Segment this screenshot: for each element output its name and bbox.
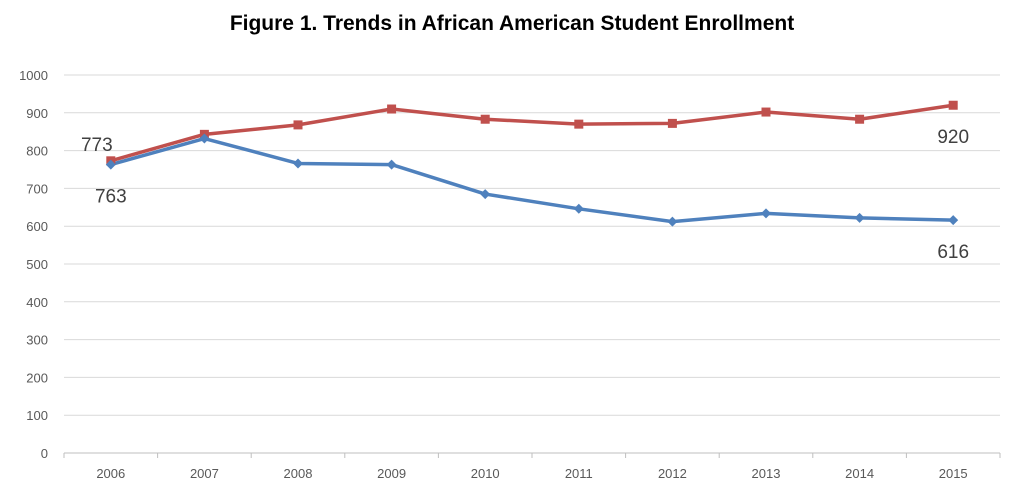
data-point bbox=[667, 118, 677, 128]
y-tick-label: 600 bbox=[26, 219, 48, 234]
data-point bbox=[948, 215, 959, 226]
data-point bbox=[199, 133, 210, 144]
y-tick-label: 0 bbox=[41, 446, 48, 461]
data-point bbox=[293, 120, 303, 130]
data-point bbox=[480, 189, 491, 200]
x-tick-label: 2007 bbox=[190, 466, 219, 481]
data-labels: 773 920 763 616 bbox=[81, 127, 969, 263]
x-tick-label: 2013 bbox=[752, 466, 781, 481]
y-tick-label: 100 bbox=[26, 408, 48, 423]
y-tick-label: 500 bbox=[26, 257, 48, 272]
chart-title: Figure 1. Trends in African American Stu… bbox=[229, 12, 795, 35]
data-point bbox=[573, 203, 584, 214]
data-point bbox=[387, 104, 397, 114]
data-point bbox=[574, 119, 584, 129]
data-point bbox=[948, 100, 958, 110]
data-point bbox=[480, 114, 490, 124]
x-tick-label: 2015 bbox=[939, 466, 968, 481]
y-tick-label: 1000 bbox=[19, 68, 48, 83]
y-tick-label: 300 bbox=[26, 333, 48, 348]
data-point bbox=[854, 212, 865, 223]
data-point bbox=[761, 208, 771, 219]
x-tick-label: 2008 bbox=[284, 466, 313, 481]
y-axis: 0 100 200 300 400 500 600 700 800 900 1000 bbox=[19, 68, 48, 461]
y-tick-label: 700 bbox=[26, 181, 48, 196]
data-point bbox=[855, 114, 865, 124]
y-tick-label: 800 bbox=[26, 144, 48, 159]
gridlines bbox=[64, 74, 1000, 416]
x-tick-labels: 2006 2007 2008 2009 2010 2011 2012 2013 2014 2015 bbox=[96, 466, 967, 481]
y-tick-label: 400 bbox=[26, 295, 48, 310]
data-point bbox=[105, 159, 116, 170]
x-tick-label: 2009 bbox=[377, 466, 406, 481]
data-point bbox=[293, 158, 303, 169]
x-tick-label: 2006 bbox=[96, 466, 125, 481]
y-tick-label: 200 bbox=[26, 370, 48, 385]
y-tick-label: 900 bbox=[26, 106, 48, 121]
data-point bbox=[386, 159, 397, 170]
x-axis bbox=[63, 452, 1001, 458]
series-lines bbox=[110, 103, 954, 224]
data-label: 920 bbox=[937, 127, 969, 148]
data-label: 616 bbox=[937, 242, 969, 263]
series-markers bbox=[105, 100, 959, 227]
x-tick-label: 2012 bbox=[658, 466, 687, 481]
data-label: 773 bbox=[81, 135, 113, 156]
x-tick-label: 2014 bbox=[845, 466, 874, 481]
series-line-0 bbox=[110, 103, 954, 163]
series-line-1 bbox=[110, 136, 954, 224]
data-point bbox=[667, 216, 678, 227]
x-tick-label: 2011 bbox=[565, 466, 593, 481]
data-point bbox=[761, 107, 771, 117]
data-label: 763 bbox=[95, 187, 127, 208]
x-tick-label: 2010 bbox=[471, 466, 500, 481]
